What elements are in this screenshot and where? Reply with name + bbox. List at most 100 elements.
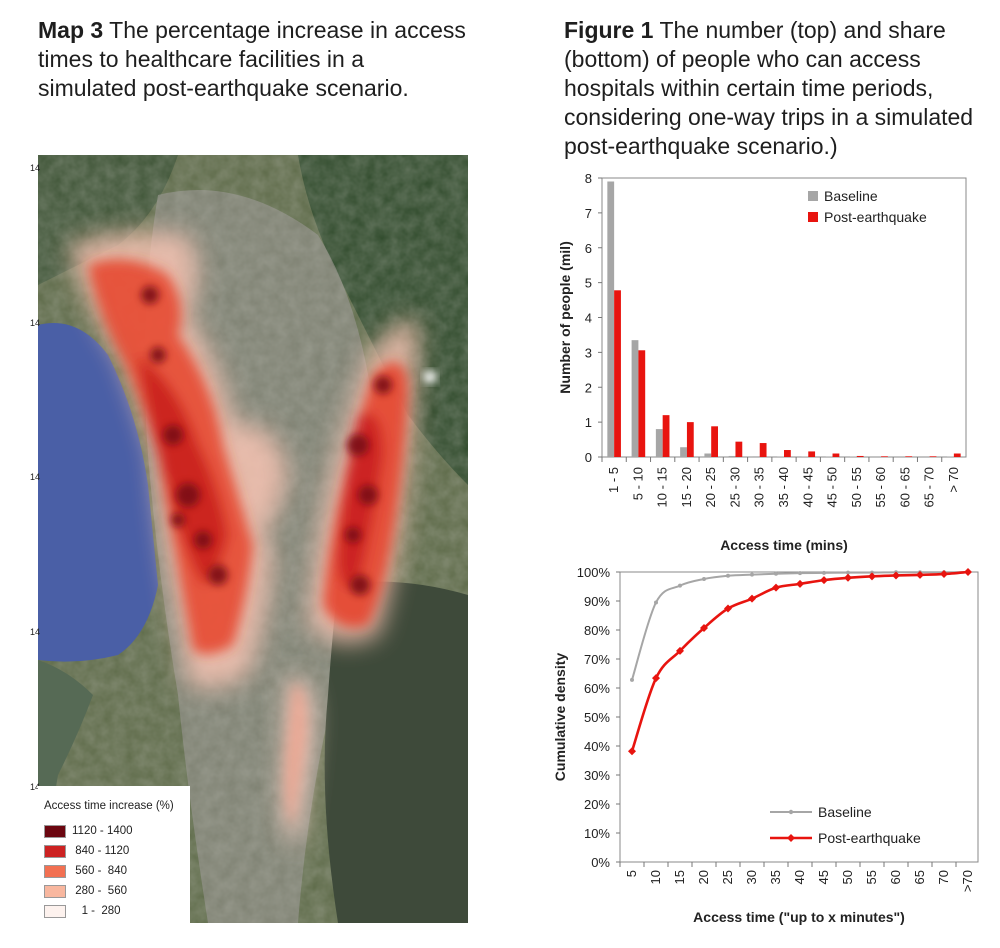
x-tick-label: 30 - 35 [752,467,767,507]
data-point-post-earthquake [652,674,660,683]
x-tick-label: 40 - 45 [800,467,815,507]
y-tick-label: 6 [585,241,592,256]
map-tick-label: 14 [38,163,40,173]
legend-swatch [44,864,66,878]
map-caption-label: Map 3 [38,17,104,43]
y-tick-label: 60% [584,681,610,696]
bar-post-earthquake [686,422,694,457]
legend-label: Baseline [818,804,872,820]
legend-item: 1 - 280 [44,904,121,918]
x-tick-label: 5 [624,870,639,877]
x-tick-label: 70 [936,870,951,884]
legend-title: Access time increase (%) [44,800,174,812]
x-tick-label: 10 [648,870,663,884]
y-tick-label: 0 [585,450,592,465]
data-point-baseline [846,570,850,575]
x-tick-label: 25 - 30 [727,467,742,507]
data-point-post-earthquake [748,594,756,603]
y-tick-label: 80% [584,623,610,638]
data-point-post-earthquake [772,583,780,592]
x-tick-label: 20 [696,870,711,884]
x-tick-label: 20 - 25 [703,467,718,507]
bar-post-earthquake [929,456,937,457]
data-point-post-earthquake [892,571,900,580]
data-point-baseline [702,576,706,581]
y-tick-label: 0% [591,855,610,870]
bar-post-earthquake [905,456,913,457]
legend-label: Post-earthquake [818,830,921,846]
map-tick-label: 14 [30,163,41,173]
map-tick-label: 14 [30,627,41,637]
bar-post-earthquake [953,453,961,457]
legend-swatch [44,824,66,838]
x-tick-label: 40 [792,870,807,884]
x-tick-label: > 70 [946,467,961,493]
bar-post-earthquake [614,290,621,457]
x-tick-label: 5 - 10 [630,467,645,500]
x-tick-label: 15 [672,870,687,884]
legend-label: 280 - 560 [72,885,127,897]
map-tick-label: 14 [30,472,41,482]
bar-post-earthquake [784,450,791,457]
map-legend: Access time increase (%) 1120 - 1400 840… [38,786,190,923]
data-point-baseline [630,677,634,682]
map-tick-label: 14 [30,782,41,792]
bar-post-earthquake [735,441,743,457]
y-tick-label: 7 [585,206,592,221]
data-point-post-earthquake [844,573,852,582]
legend-swatch [808,212,818,222]
plot-area [601,177,967,458]
data-point-baseline [750,572,754,577]
y-tick-label: 10% [584,826,610,841]
data-point-baseline [822,570,826,575]
x-tick-label: 35 [768,870,783,884]
bar-post-earthquake [881,456,888,457]
x-tick-label: 60 [888,870,903,884]
bar-post-earthquake [711,426,718,457]
x-tick-label: 65 [912,870,927,884]
data-point-baseline [678,583,682,588]
data-point-post-earthquake [964,568,972,576]
plot-area [619,571,979,863]
map-caption: Map 3 The percentage increase in access … [38,16,468,103]
bar-baseline [655,429,663,457]
data-point-post-earthquake [700,623,708,632]
data-point-baseline [726,573,730,578]
data-point-post-earthquake [868,572,876,581]
bar-baseline [728,455,736,457]
data-point-post-earthquake [940,570,948,579]
data-point-post-earthquake [724,604,732,613]
legend-swatch [44,844,66,858]
line-chart: 0% 10% 20% 30% 40% 50% 60% 70% 80% 90% 100% 5 10 15 20… [552,565,979,925]
legend-swatch [808,191,818,201]
y-tick-label: 5 [585,276,592,291]
x-tick-label: 25 [720,870,735,884]
bar-post-earthquake [808,451,816,457]
legend-marker [788,809,794,815]
figure-caption-label: Figure 1 [564,17,654,43]
bar-baseline [607,181,615,458]
bar-baseline [704,453,712,457]
legend-swatch [44,884,66,898]
x-tick-label: 1 - 5 [606,467,621,493]
legend-marker [787,834,795,842]
x-tick-label: 50 [840,870,855,884]
bar-post-earthquake [832,453,840,457]
y-tick-label: 50% [584,710,610,725]
x-tick-label: 55 [864,870,879,884]
x-tick-label: 10 - 15 [655,467,670,507]
x-tick-label: 50 - 55 [849,467,864,507]
map-tick-label: 14 [30,318,41,328]
y-tick-label: 2 [585,380,592,395]
legend-label: Post-earthquake [824,209,927,225]
bar-post-earthquake [662,415,670,457]
x-tick-label: 60 - 65 [897,467,912,507]
y-tick-label: 40% [584,739,610,754]
legend-item: 560 - 840 [44,864,127,878]
y-tick-label: 90% [584,594,610,609]
y-tick-label: 70% [584,652,610,667]
bar-baseline [631,340,639,457]
data-point-post-earthquake [628,747,636,756]
bar-post-earthquake [856,455,864,457]
data-point-baseline [774,571,778,576]
